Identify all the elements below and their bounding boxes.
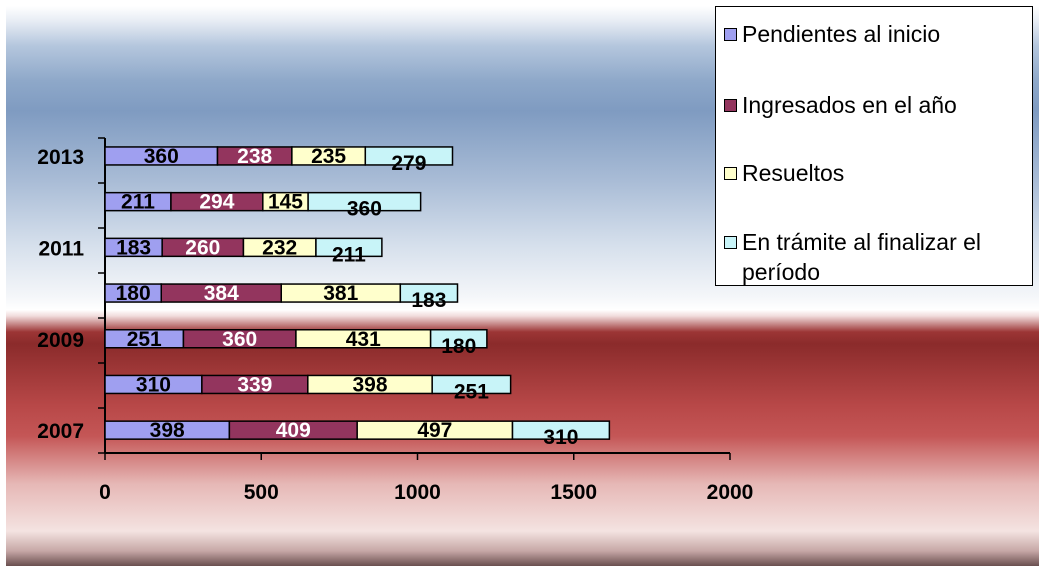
legend-label-ingresados: Ingresados en el año (742, 92, 957, 118)
bar-data-label: 232 (262, 236, 297, 259)
bar-data-label: 211 (121, 191, 155, 214)
legend-label-resueltos: Resueltos (742, 160, 845, 186)
x-tick-label: 500 (244, 481, 279, 504)
bar-data-label: 279 (391, 152, 426, 175)
bar-data-label: 339 (237, 373, 272, 396)
x-tick-label: 1500 (550, 481, 597, 504)
y-category-label: 2013 (37, 146, 84, 169)
legend-swatch-en-tramite (724, 236, 737, 249)
x-tick-label: 1000 (394, 481, 441, 504)
bar-segment (511, 420, 611, 440)
bar-data-label: 183 (116, 236, 151, 259)
bar-data-label: 409 (276, 419, 311, 442)
bar-data-label: 180 (441, 335, 476, 358)
bar-data-label: 310 (543, 426, 578, 449)
bar-data-label: 180 (116, 282, 151, 305)
bar-data-label: 431 (346, 328, 381, 351)
bar-data-label: 381 (323, 282, 358, 305)
bar-segment (307, 191, 422, 212)
bar-data-label: 497 (417, 419, 452, 442)
bar-segment (431, 374, 512, 395)
legend-swatch-pendientes (724, 28, 737, 41)
bar-data-label: 183 (411, 289, 446, 312)
x-tick-label: 2000 (707, 481, 754, 504)
y-category-label: 2009 (37, 329, 84, 352)
bar-segment (399, 283, 459, 303)
legend: Pendientes al inicio Ingresados en el añ… (715, 6, 1033, 286)
x-tick-label: 0 (99, 481, 111, 504)
legend-item-pendientes: Pendientes al inicio (724, 19, 1029, 49)
bar-data-label: 360 (144, 145, 179, 168)
y-category-label: 2011 (38, 237, 84, 260)
bar-data-label: 238 (237, 145, 272, 168)
legend-item-ingresados: Ingresados en el año (724, 90, 1029, 120)
bar-data-label: 211 (332, 243, 366, 266)
bar-data-label: 260 (185, 236, 220, 259)
bar-segment (315, 237, 383, 258)
legend-item-resueltos: Resueltos (724, 158, 1029, 188)
bar-data-label: 360 (347, 198, 382, 221)
legend-label-en-tramite: En trámite al finalizar el período (742, 229, 982, 285)
bar-data-label: 310 (136, 373, 171, 396)
legend-swatch-ingresados (724, 99, 737, 112)
bar-data-label: 251 (454, 380, 489, 403)
bar-segment (429, 329, 488, 349)
legend-item-en-tramite: En trámite al finalizar el período (724, 227, 1029, 287)
bar-data-label: 384 (204, 282, 239, 305)
legend-label-pendientes: Pendientes al inicio (742, 21, 941, 47)
bar-data-label: 398 (352, 373, 387, 396)
bar-data-label: 398 (150, 419, 185, 442)
legend-swatch-resueltos (724, 167, 737, 180)
bar-segment (364, 146, 454, 166)
bar-data-label: 294 (199, 191, 234, 214)
bar-data-label: 360 (222, 328, 257, 351)
bar-data-label: 145 (268, 191, 303, 214)
y-category-label: 2007 (37, 420, 84, 443)
bar-data-label: 235 (311, 145, 346, 168)
bar-data-label: 251 (127, 328, 162, 351)
